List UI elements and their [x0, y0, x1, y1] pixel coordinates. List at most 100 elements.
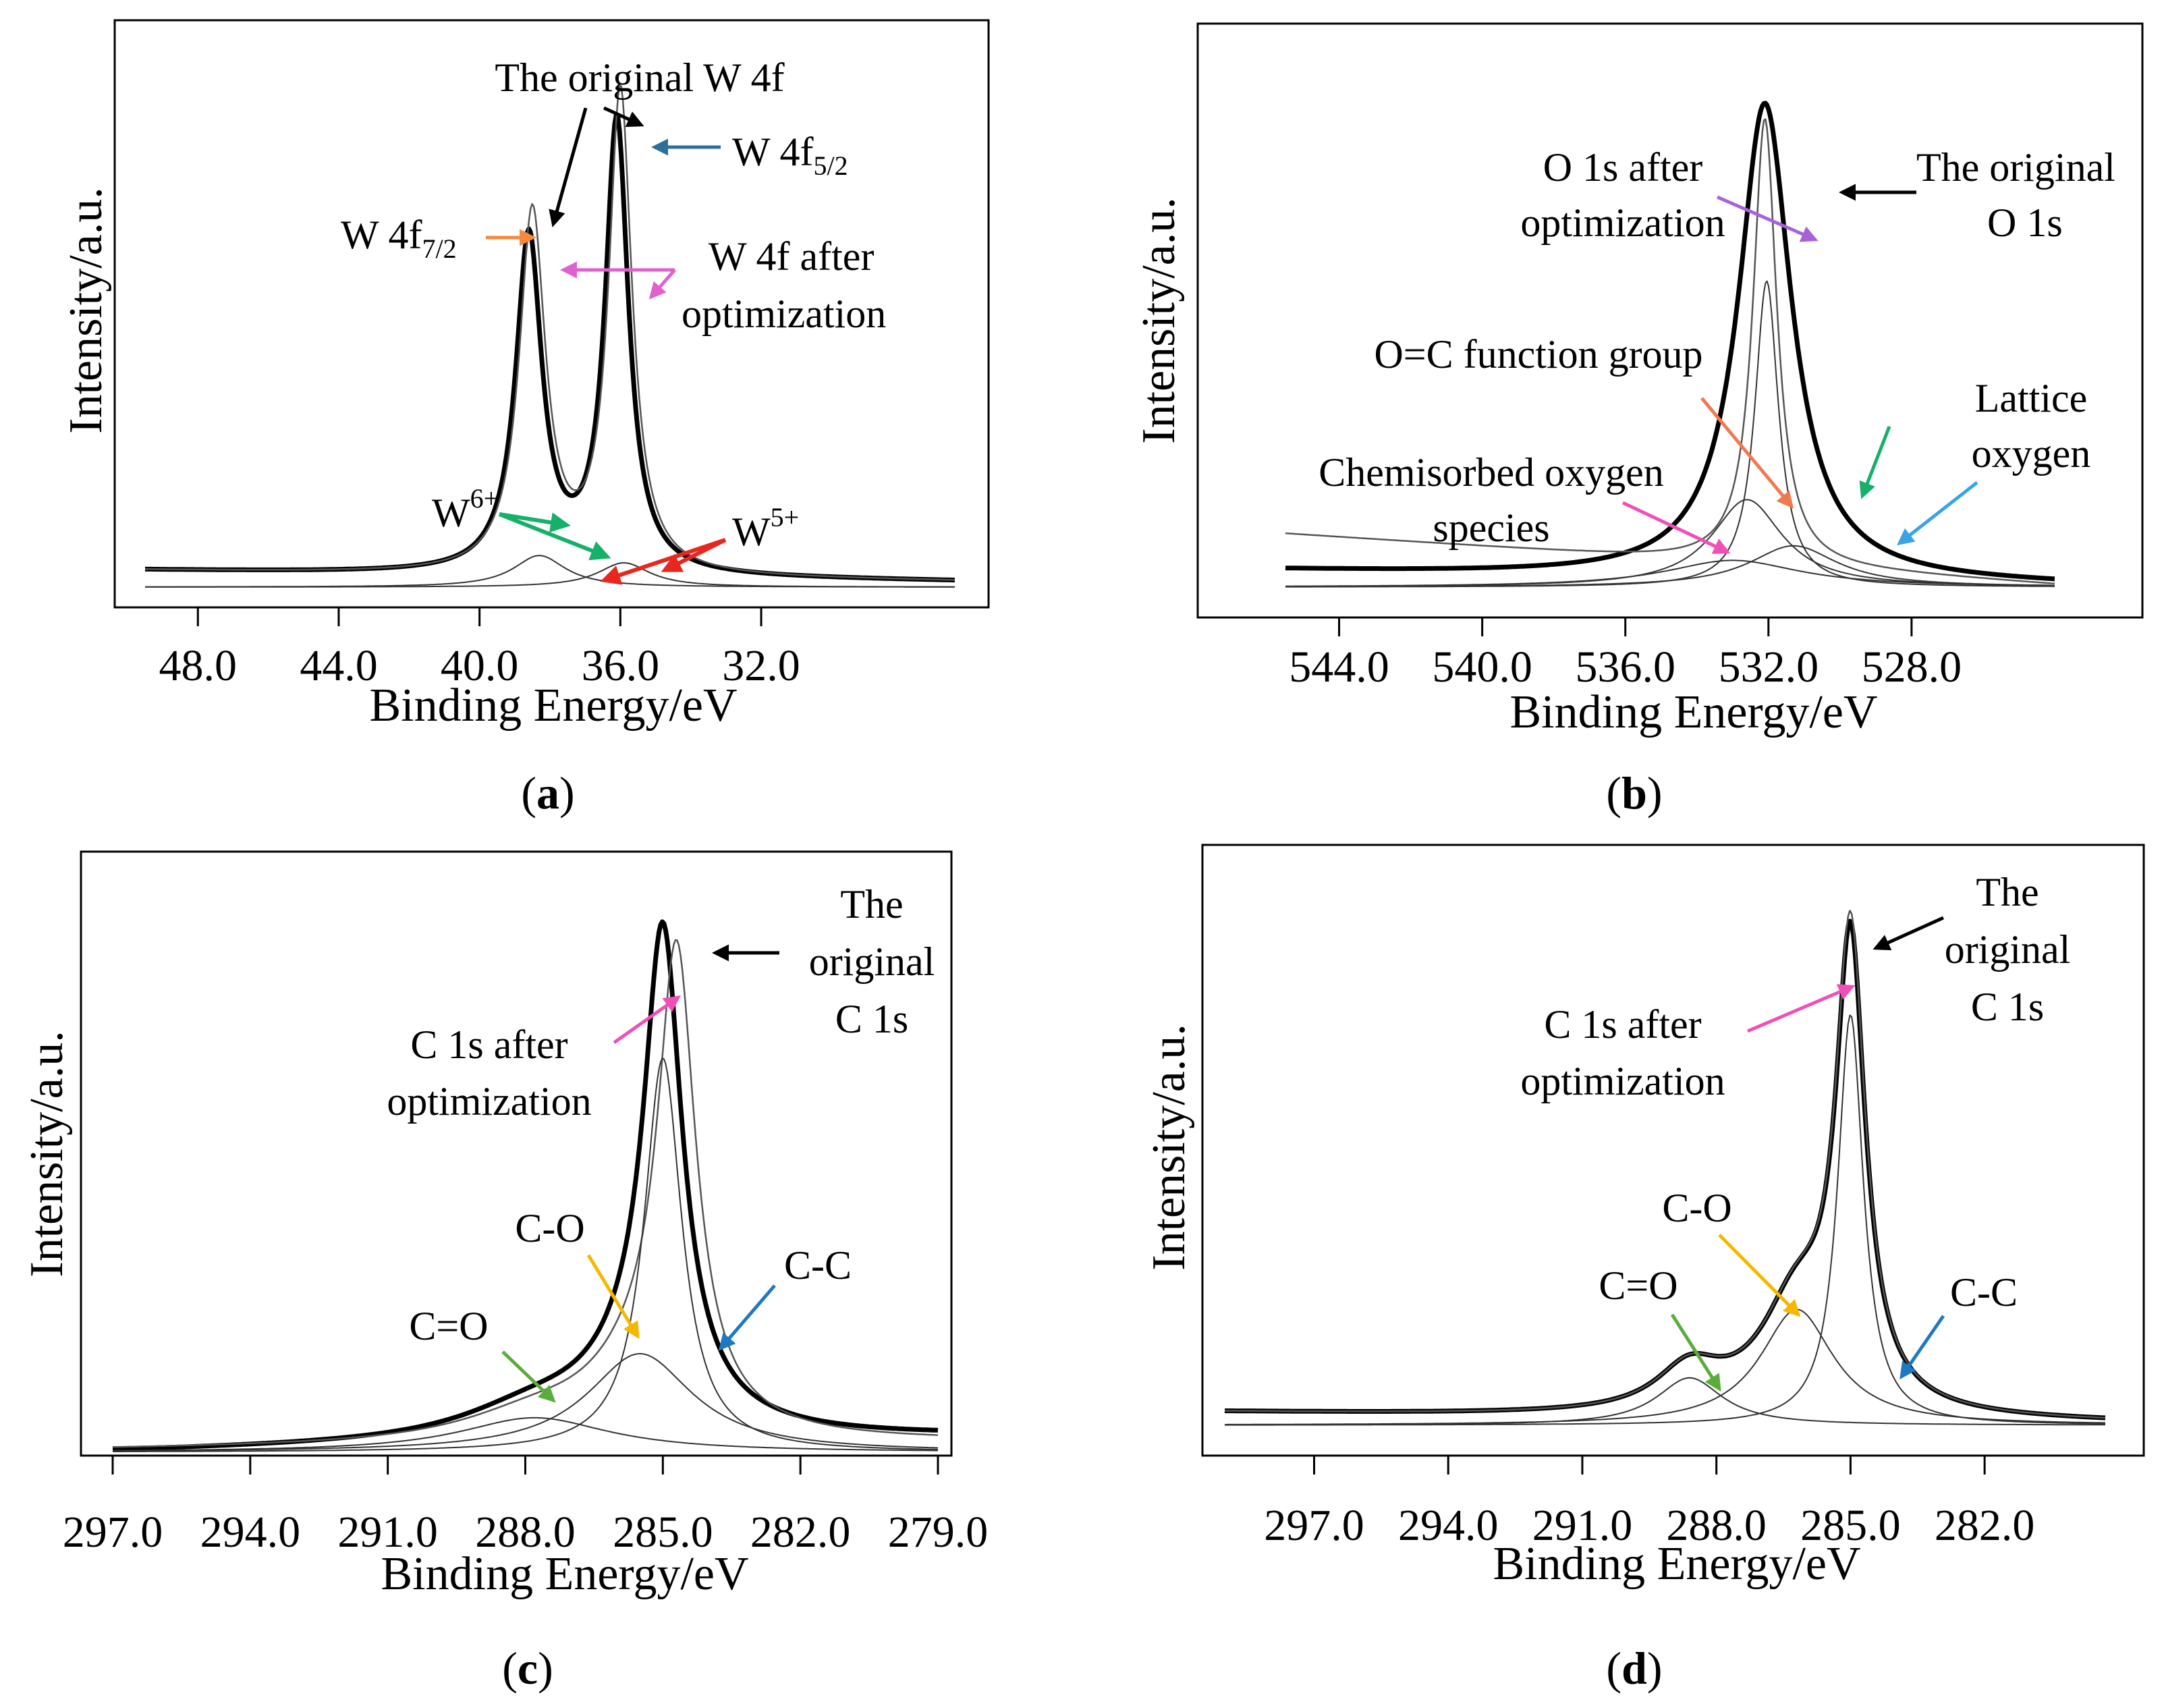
- panel-d-tick-label: 285.0: [1800, 1501, 1901, 1550]
- panel-b-x-label: Binding Energy/eV: [1509, 686, 1877, 738]
- panel-a-x-label: Binding Energy/eV: [369, 680, 737, 732]
- panel-a-arrow-original-right: [603, 106, 644, 128]
- panel-b-y-label: Intensity/a.u.: [1133, 197, 1185, 443]
- panel-a-w4f72-main: W 4f: [341, 213, 422, 257]
- panel-b-arrow-lattice-green: [1859, 426, 1891, 499]
- panel-a-series-original-1: [145, 84, 955, 581]
- panel-a-tick-label: 44.0: [300, 641, 378, 690]
- panel-d-label-orig-2: original: [1945, 927, 2071, 972]
- panel-b-label-orig-2: O 1s: [1987, 200, 2063, 245]
- panel-b-tick-label: 528.0: [1862, 642, 1962, 692]
- panel-d-arrow-after: [1747, 984, 1856, 1033]
- panel-d-label-orig-1: The: [1976, 870, 2038, 914]
- panel-d-tick-label: 291.0: [1532, 1501, 1633, 1550]
- panel-b-label-orig-1: The original: [1916, 145, 2115, 190]
- panel-a-w6-main: W: [432, 491, 470, 535]
- panel-c-label-cc: C-C: [784, 1243, 852, 1288]
- panel-b-label-oc: O=C function group: [1374, 332, 1702, 377]
- panel-a-label-after-1: W 4f after: [709, 234, 874, 279]
- panel-d-arrow-cc: [1899, 1315, 1945, 1380]
- panel-c-label-after-1: C 1s after: [410, 1022, 567, 1067]
- panel-d-arrow-c2o: [1670, 1313, 1721, 1392]
- panel-a-curves: [144, 84, 956, 588]
- panel-d-label-orig-3: C 1s: [1971, 985, 2044, 1029]
- panel-d-label-cc: C-C: [1950, 1270, 2018, 1315]
- panel-d-frame: [1201, 844, 2145, 1457]
- panel-a-arrow-w5-b: [661, 538, 727, 572]
- panel-d-x-label: Binding Energy/eV: [1493, 1538, 1860, 1590]
- panel-c-caption: (c): [502, 1643, 553, 1694]
- panel-d-label-after-1: C 1s after: [1544, 1002, 1701, 1047]
- panel-d-label-co: C-O: [1662, 1186, 1731, 1230]
- panel-c-tick-label: 294.0: [200, 1508, 301, 1557]
- panel-a-y-label: Intensity/a.u.: [60, 187, 112, 433]
- panel-b-series-original-1: [1285, 118, 2055, 585]
- panel-b-label-after-2: optimization: [1520, 200, 1725, 245]
- panel-c-arrow-cc: [718, 1284, 776, 1351]
- panel-c-label-orig-3: C 1s: [835, 997, 908, 1041]
- panel-d-label-c2o: C=O: [1599, 1263, 1677, 1308]
- panel-c-frame: [80, 850, 953, 1457]
- panel-a-tick-label: 48.0: [159, 641, 238, 690]
- panel-c-arrow-co: [586, 1254, 640, 1340]
- panel-c-tick-label: 288.0: [475, 1508, 576, 1557]
- panel-a-x-ticks: 48.0 44.0 40.0 36.0 32.0: [159, 607, 800, 690]
- panel-b-tick-label: 544.0: [1289, 642, 1389, 692]
- panel-b-caption: (b): [1606, 767, 1662, 819]
- panel-b-arrow-lattice-blue: [1897, 481, 1978, 546]
- panel-d-caption: (d): [1606, 1643, 1662, 1694]
- panel-b-label-chem-1: Chemisorbed oxygen: [1319, 450, 1664, 495]
- panel-c-label-after-2: optimization: [387, 1079, 591, 1124]
- panel-a-w6-sup: 6+: [470, 483, 499, 514]
- panel-b-label-chem-2: species: [1433, 505, 1549, 550]
- panel-c-label-co: C-O: [515, 1206, 584, 1250]
- panel-a: 48.0 44.0 40.0 36.0 32.0 Intensity/a.u. Bind…: [60, 19, 990, 819]
- panel-a-caption: (a): [521, 767, 574, 819]
- panel-b-curves: [1284, 101, 2056, 588]
- panel-a-tick-label: 32.0: [722, 641, 800, 690]
- panel-a-arrow-w5-a: [600, 538, 726, 585]
- panel-b-series-component-4: [1285, 545, 2055, 588]
- panel-b-arrow-chem: [1621, 501, 1731, 554]
- panel-a-w5-main: W: [732, 509, 771, 554]
- panel-c-x-ticks: 297.0 294.0 291.0 288.0 285.0 282.0 279.0: [63, 1456, 989, 1557]
- panel-a-w5-sup: 5+: [771, 502, 800, 532]
- panel-a-arrow-original-left: [549, 107, 588, 227]
- panel-d-series-original-1: [1225, 910, 2106, 1419]
- panel-b-series-fit-0: [1284, 101, 2056, 582]
- panel-b-arrow-oc: [1700, 397, 1794, 509]
- panel-c-series-original-1: [113, 939, 939, 1448]
- panel-c-arrow-c2o: [501, 1350, 556, 1403]
- panel-c-label-orig-2: original: [809, 939, 935, 984]
- panel-d-tick-label: 294.0: [1398, 1501, 1499, 1550]
- panel-c-tick-label: 282.0: [750, 1508, 851, 1557]
- panel-a-w4f72-sub: 7/2: [422, 233, 457, 264]
- panel-a-tick-label: 36.0: [582, 641, 660, 690]
- panel-a-label-w4f72: W 4f7/2: [341, 213, 457, 264]
- panel-c-label-c2o: C=O: [409, 1304, 488, 1348]
- panel-b-arrow-after: [1717, 195, 1819, 242]
- panel-b-tick-label: 540.0: [1432, 642, 1532, 692]
- panel-b: 544.0 540.0 536.0 532.0 528.0 Intensity/a.u.…: [1133, 22, 2144, 819]
- panel-b-tick-label: 536.0: [1575, 642, 1675, 692]
- panel-a-arrow-w6-a: [499, 512, 571, 533]
- panel-c-label-orig-1: The: [840, 882, 903, 927]
- panel-d-tick-label: 297.0: [1264, 1501, 1364, 1550]
- panel-c-tick-label: 285.0: [613, 1508, 713, 1557]
- panel-a-label-after-2: optimization: [682, 292, 886, 336]
- panel-c-tick-label: 291.0: [337, 1508, 438, 1557]
- panel-c-x-label: Binding Energy/eV: [381, 1548, 748, 1600]
- panel-c-tick-label: 279.0: [888, 1508, 989, 1557]
- panel-c: 297.0 294.0 291.0 288.0 285.0 282.0 279.0 Inte…: [21, 850, 989, 1694]
- panel-a-label-w6: W6+: [432, 483, 499, 535]
- panel-a-label-w5: W5+: [732, 502, 799, 554]
- panel-a-arrow-after-right: [648, 269, 676, 300]
- panel-a-arrow-w6-b: [498, 512, 611, 561]
- panel-a-label-w4f52: W 4f5/2: [732, 130, 848, 181]
- panel-b-tick-label: 532.0: [1719, 642, 1819, 692]
- panel-d-tick-label: 288.0: [1666, 1501, 1767, 1550]
- panel-a-label-original: The original W 4f: [495, 55, 784, 100]
- panel-b-label-after-1: O 1s after: [1543, 145, 1703, 190]
- panel-c-series-component-2: [113, 1057, 939, 1452]
